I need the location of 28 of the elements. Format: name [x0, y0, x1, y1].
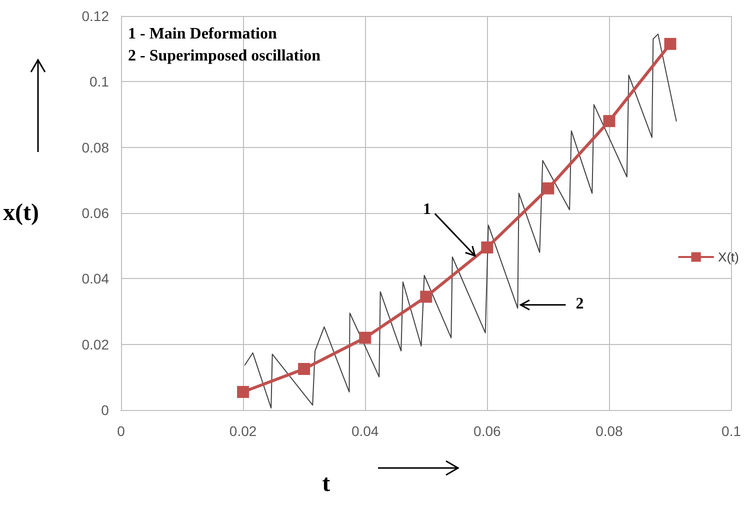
- x-axis-title: t: [322, 471, 330, 497]
- y-tick-label: 0.12: [82, 8, 110, 24]
- y-tick-label: 0.08: [82, 139, 110, 156]
- annotation: 2 - Superimposed oscillation: [128, 48, 321, 64]
- x-tick-label: 0.02: [229, 423, 257, 439]
- x-tick-label: 0.04: [351, 423, 379, 439]
- x-tick-label: 0.1: [722, 423, 742, 439]
- x-tick-label: 0.06: [474, 423, 501, 439]
- point: [603, 115, 616, 128]
- point: [664, 38, 676, 50]
- y-tick-label: 0: [101, 402, 110, 418]
- annotation: 1 - Main Deformation: [128, 26, 277, 42]
- annotation: 1: [422, 201, 431, 218]
- x-tick-label: 0: [117, 423, 126, 439]
- point: [542, 182, 554, 194]
- x-tick-label: 0.08: [596, 423, 624, 439]
- y-tick-label: 0.04: [82, 270, 110, 287]
- y-tick-label: 0.1: [90, 74, 110, 90]
- annotation: 2: [576, 295, 584, 312]
- point: [359, 332, 372, 344]
- legend-label: X(t): [718, 250, 740, 264]
- y-tick-label: 0.02: [82, 336, 110, 352]
- point: [298, 362, 310, 375]
- y-tick-label: 0.06: [82, 205, 110, 221]
- point: [420, 290, 432, 303]
- y-axis-title: x(t): [2, 200, 39, 226]
- point: [481, 241, 494, 254]
- point: [237, 386, 250, 398]
